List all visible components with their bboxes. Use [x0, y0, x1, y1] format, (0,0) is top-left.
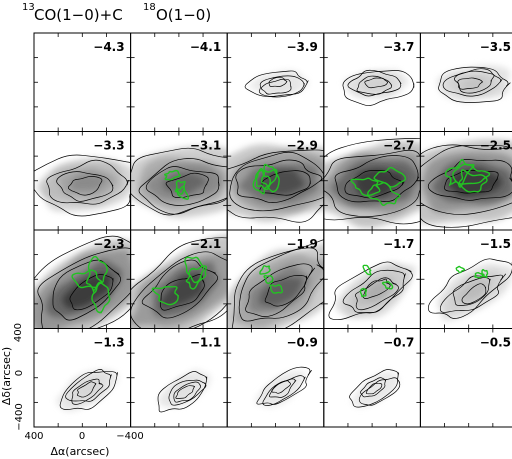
channel-panel: −2.3	[33, 229, 132, 329]
panel-velocity-label: −3.7	[383, 40, 414, 54]
channel-panel: −3.3	[33, 131, 132, 231]
title-sup-13: 13	[22, 2, 35, 13]
panel-velocity-label: −0.5	[480, 336, 511, 350]
y-tick-400: 400	[13, 323, 24, 342]
panel-velocity-label: −4.3	[93, 40, 124, 54]
channel-panel: −1.7	[323, 229, 421, 329]
panel-velocity-label: −3.1	[190, 139, 221, 153]
channel-panel: −1.3	[33, 328, 132, 428]
x-tick-minus-400: −400	[116, 431, 143, 442]
panel-velocity-label: −2.7	[383, 139, 414, 153]
channel-panel: −3.5	[419, 32, 512, 132]
x-tick-0: 0	[79, 431, 85, 442]
panel-velocity-label: −2.1	[190, 237, 221, 251]
x-tick-400: 400	[24, 431, 43, 442]
channel-panel: −2.7	[323, 131, 421, 231]
channel-panel: −0.9	[226, 328, 325, 428]
panel-velocity-label: −2.9	[286, 139, 317, 153]
panel-velocity-label: −3.9	[286, 40, 317, 54]
panel-velocity-label: −1.1	[190, 336, 221, 350]
channel-panel: −1.1	[130, 328, 228, 428]
channel-panel: −4.3	[33, 32, 132, 132]
channel-panel: −1.9	[226, 229, 325, 329]
channel-panel: −0.5	[419, 328, 512, 428]
y-axis-label: Δδ(arcsec)	[0, 347, 13, 405]
panel-velocity-label: −4.1	[190, 40, 221, 54]
panel-velocity-label: −2.3	[93, 237, 124, 251]
y-tick-0: 0	[14, 370, 25, 376]
title-sup-18: 18	[143, 2, 156, 13]
channel-panel: −3.7	[323, 32, 421, 132]
channel-panel: −4.1	[130, 32, 228, 132]
panel-velocity-label: −1.5	[480, 237, 511, 251]
panel-velocity-label: −3.3	[93, 139, 124, 153]
panel-velocity-label: −1.9	[286, 237, 317, 251]
channel-panel: −2.1	[130, 229, 228, 329]
x-tick-labels: 400 0 −400	[24, 431, 143, 442]
channel-panel: −1.5	[419, 229, 512, 329]
panel-velocity-label: −3.5	[480, 40, 511, 54]
channel-panel: −2.9	[226, 131, 325, 231]
figure-title: 13 CO(1−0)+C 18 O(1−0)	[22, 2, 211, 24]
panel-velocity-label: −1.7	[383, 237, 414, 251]
channel-panel: −3.1	[130, 131, 228, 231]
x-axis-label: Δα(arcsec)	[51, 445, 110, 458]
title-part-1: CO(1−0)+C	[34, 6, 123, 24]
title-part-2: O(1−0)	[156, 6, 211, 24]
y-tick-minus-400: −400	[14, 403, 25, 430]
channel-map-grid: −4.3 −4.1 −3.9 −3.7 −3.5 −3.3 −3.1 −2.9 −2.7 −2.5…	[33, 32, 512, 428]
panel-velocity-label: −0.9	[286, 336, 317, 350]
panel-velocity-label: −2.5	[480, 139, 511, 153]
panel-velocity-label: −0.7	[383, 336, 414, 350]
channel-panel: −0.7	[323, 328, 421, 428]
channel-panel: −2.5	[419, 131, 512, 231]
panel-velocity-label: −1.3	[93, 336, 124, 350]
channel-panel: −3.9	[226, 32, 325, 132]
y-tick-labels: 400 0 −400	[13, 323, 25, 431]
